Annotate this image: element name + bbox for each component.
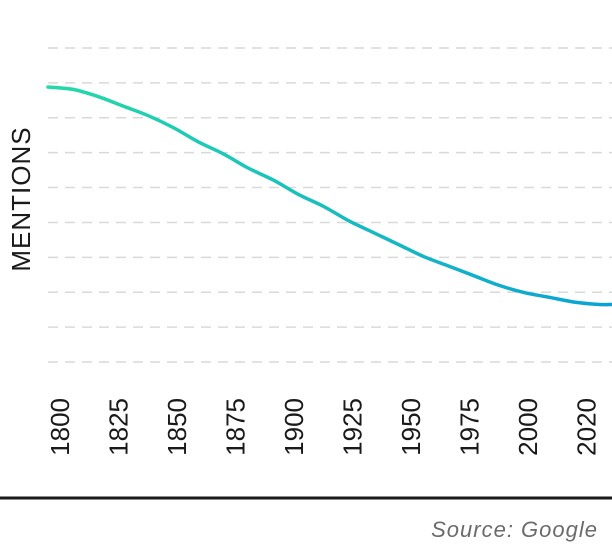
x-tick-label: 1925	[338, 398, 368, 456]
x-tick-labels: 1800 1825 1850 1875 1900 1925 1950 1975 2000 2020	[45, 398, 602, 456]
grid-lines	[48, 47, 612, 363]
source-note: Source: Google	[431, 517, 598, 542]
x-tick-label: 1875	[221, 398, 251, 456]
x-tick-label: 1800	[45, 398, 75, 456]
x-tick-label: 1850	[162, 398, 192, 456]
x-tick-label: 2000	[513, 398, 543, 456]
x-tick-label: 1900	[279, 398, 309, 456]
x-tick-label: 1950	[396, 398, 426, 456]
x-tick-label: 1825	[104, 398, 134, 456]
x-tick-label: 1975	[455, 398, 485, 456]
series-line	[46, 85, 612, 307]
y-axis-label: MENTIONS	[6, 126, 36, 271]
series-layer	[46, 85, 612, 307]
x-tick-label: 2020	[572, 398, 602, 456]
